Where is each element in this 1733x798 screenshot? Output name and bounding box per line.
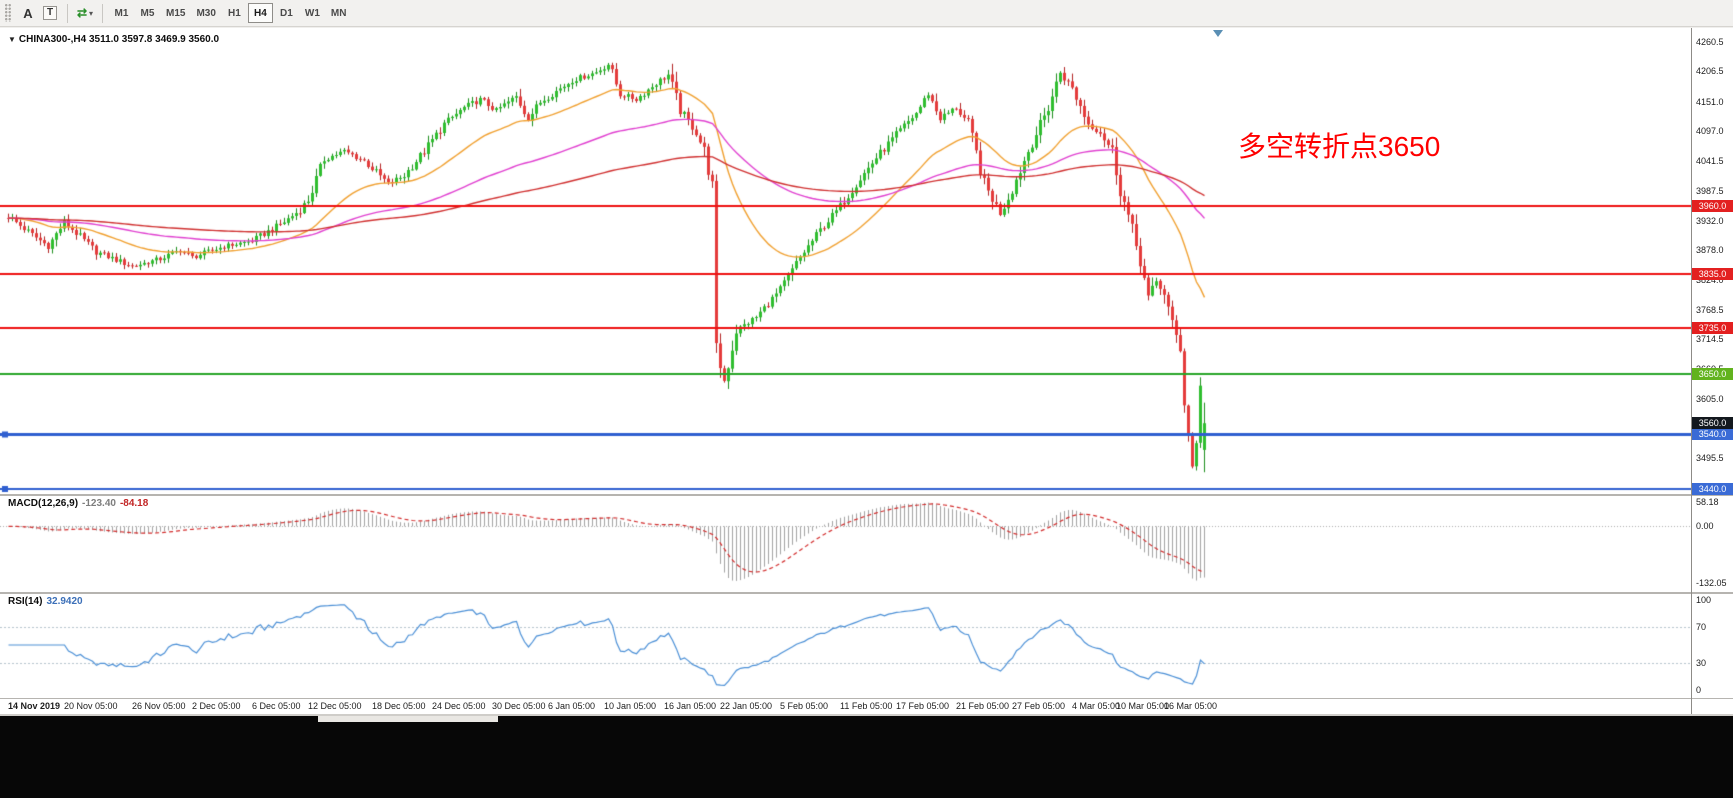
timeframe-d1[interactable]: D1 xyxy=(274,3,299,23)
letter-t-icon: T xyxy=(42,6,58,20)
macd-panel-canvas[interactable] xyxy=(0,496,1692,592)
timeframe-mn[interactable]: MN xyxy=(326,3,352,23)
chart-shift-marker-icon[interactable] xyxy=(1213,30,1223,37)
rsi-value: 32.9420 xyxy=(46,596,83,607)
rsi-panel-canvas[interactable] xyxy=(0,594,1692,698)
timeframe-group: M1 M5 M15 M30 H1 H4 D1 W1 MN xyxy=(109,3,351,23)
timeframe-m5[interactable]: M5 xyxy=(135,3,160,23)
ohlc-values: 3511.0 3597.8 3469.9 3560.0 xyxy=(88,34,220,45)
panel-separator[interactable] xyxy=(0,592,1733,594)
toolbar-separator xyxy=(102,3,103,23)
annotation-text[interactable]: 多空转折点3650 xyxy=(1238,131,1441,162)
macd-main-value: -123.40 xyxy=(82,498,116,509)
price-axis-border xyxy=(1691,28,1692,714)
timeframe-h1[interactable]: H1 xyxy=(222,3,247,23)
macd-label: MACD(12,26,9) -123.40 -84.18 xyxy=(8,498,148,509)
bottom-tab xyxy=(318,716,498,722)
timeframe-m1[interactable]: M1 xyxy=(109,3,134,23)
timeframe-h4[interactable]: H4 xyxy=(247,3,273,23)
annotate-a-button[interactable]: A xyxy=(17,3,39,24)
toolbar-grip[interactable] xyxy=(5,4,12,22)
macd-signal-value: -84.18 xyxy=(119,498,149,509)
toolbar-separator xyxy=(67,3,68,23)
chevron-down-icon: ▾ xyxy=(89,8,94,18)
timeframe-w1[interactable]: W1 xyxy=(300,3,325,23)
panel-separator[interactable] xyxy=(0,494,1733,496)
main-chart-canvas[interactable] xyxy=(0,28,1692,494)
chart-toolbar: A T ⇄ ▾ M1 M5 M15 M30 H1 H4 D1 W1 MN xyxy=(0,0,1733,27)
text-label-button[interactable]: T xyxy=(39,3,61,24)
cursor-mode-button[interactable]: ⇄ ▾ xyxy=(74,3,96,24)
timeframe-m30[interactable]: M30 xyxy=(191,3,220,23)
swap-arrows-icon: ⇄ xyxy=(76,6,88,20)
macd-name: MACD(12,26,9) xyxy=(8,498,79,509)
bottom-bar xyxy=(0,714,1733,798)
symbol-timeframe: CHINA300-,H4 xyxy=(18,34,87,45)
timeframe-m15[interactable]: M15 xyxy=(161,3,190,23)
symbol-marker-icon: ▼ xyxy=(8,35,16,44)
rsi-name: RSI(14) xyxy=(8,596,43,607)
chart-title: ▼ CHINA300-,H4 3511.0 3597.8 3469.9 3560.… xyxy=(8,34,219,45)
panel-separator xyxy=(0,698,1733,699)
letter-a-icon: A xyxy=(23,5,33,21)
rsi-label: RSI(14) 32.9420 xyxy=(8,596,83,607)
